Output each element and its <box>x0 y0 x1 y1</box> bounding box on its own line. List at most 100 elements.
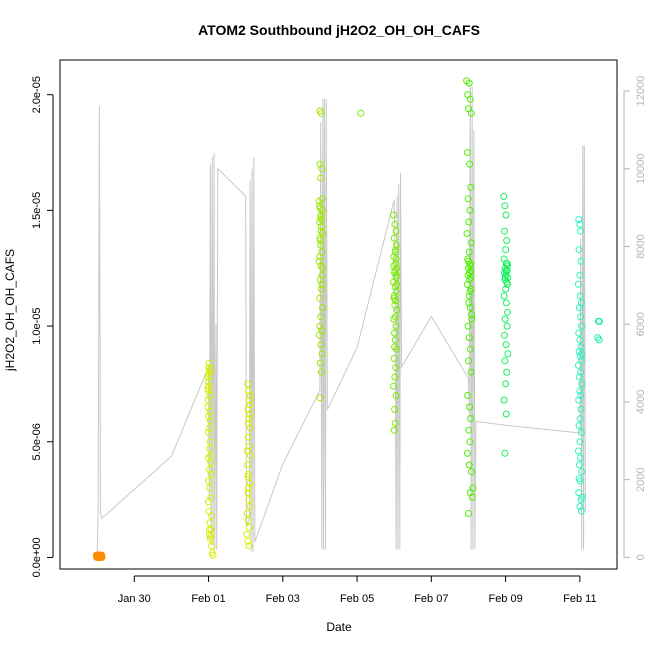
data-point <box>595 336 603 344</box>
data-point <box>244 461 251 469</box>
data-point <box>206 519 214 527</box>
data-point <box>577 257 585 265</box>
data-point <box>575 422 583 430</box>
y2-tick-label: 6000 <box>635 312 647 336</box>
data-point <box>204 378 212 386</box>
data-point <box>465 292 473 300</box>
data-point <box>578 493 586 501</box>
data-point <box>465 299 473 307</box>
data-point <box>576 373 583 381</box>
data-point <box>245 523 253 531</box>
data-point <box>502 380 510 388</box>
data-point <box>317 241 325 249</box>
data-point <box>205 466 213 473</box>
data-point <box>246 424 254 432</box>
data-point <box>502 211 510 219</box>
data-point <box>208 542 215 550</box>
data-point <box>466 262 474 270</box>
x-tick-label: Feb 03 <box>266 593 300 605</box>
data-point <box>502 267 510 274</box>
data-point <box>98 553 106 561</box>
data-point <box>467 415 475 423</box>
data-point <box>469 484 477 492</box>
data-point <box>392 255 400 263</box>
data-point <box>466 160 474 168</box>
data-point <box>392 241 400 249</box>
data-point <box>316 253 324 261</box>
data-point <box>576 387 584 395</box>
data-point <box>464 195 472 203</box>
y2-tick-label: 8000 <box>635 234 647 258</box>
data-point <box>465 218 473 226</box>
data-point <box>206 417 214 425</box>
y2-tick-label: 4000 <box>635 390 647 414</box>
series-1 <box>204 359 254 559</box>
data-point <box>205 412 212 420</box>
data-point <box>206 392 214 399</box>
data-point <box>465 257 472 265</box>
data-point <box>504 308 511 316</box>
y-tick-label: 0.0e+00 <box>31 537 43 577</box>
data-point <box>577 343 585 351</box>
y2-tick-label: 0 <box>635 554 647 560</box>
data-point <box>243 447 251 455</box>
data-point <box>317 109 325 117</box>
data-point <box>575 489 583 497</box>
data-point <box>501 274 509 281</box>
data-point <box>391 373 399 381</box>
data-point <box>390 234 398 242</box>
data-point <box>391 329 399 337</box>
data-point <box>390 382 397 390</box>
data-point <box>206 445 214 453</box>
data-point <box>205 429 212 436</box>
data-point <box>575 396 583 404</box>
data-point <box>206 484 214 492</box>
data-point <box>317 227 325 235</box>
data-point <box>317 285 325 293</box>
data-point <box>574 447 582 455</box>
data-point <box>316 294 324 302</box>
data-point <box>467 183 475 191</box>
data-point <box>577 392 585 399</box>
data-point <box>317 174 325 182</box>
data-point <box>576 304 583 312</box>
data-point <box>577 405 585 413</box>
data-point <box>245 496 253 504</box>
data-point <box>316 234 324 242</box>
data-point <box>466 95 474 103</box>
data-point <box>463 230 471 237</box>
data-point <box>207 470 215 478</box>
data-point <box>466 260 474 268</box>
y2-tick-label: 2000 <box>635 467 647 491</box>
series-2 <box>315 107 326 402</box>
data-point <box>390 426 398 434</box>
x-tick-label: Feb 09 <box>488 593 522 605</box>
data-point <box>466 345 474 353</box>
data-point <box>205 371 213 379</box>
data-point <box>390 294 398 302</box>
data-point <box>391 343 399 351</box>
x-tick-label: Feb 05 <box>340 593 374 605</box>
data-point <box>317 368 325 376</box>
data-point <box>577 454 585 462</box>
series-5 <box>500 193 512 457</box>
data-point <box>206 424 214 432</box>
data-point <box>318 350 326 358</box>
y-tick-label: 1.0e-05 <box>31 307 43 344</box>
data-point <box>577 313 585 321</box>
data-point <box>596 317 603 325</box>
data-point <box>391 267 399 274</box>
data-point <box>467 239 475 247</box>
series-6 <box>594 317 603 344</box>
data-point <box>467 368 475 376</box>
data-point <box>468 315 476 323</box>
data-point <box>503 237 511 244</box>
data-point <box>244 489 252 497</box>
altitude-line <box>96 87 586 558</box>
x-tick-label: Feb 07 <box>414 593 448 605</box>
points-layer <box>92 77 603 561</box>
data-point <box>247 452 254 460</box>
data-point <box>463 149 471 156</box>
data-point <box>502 299 510 307</box>
data-point <box>392 271 400 279</box>
